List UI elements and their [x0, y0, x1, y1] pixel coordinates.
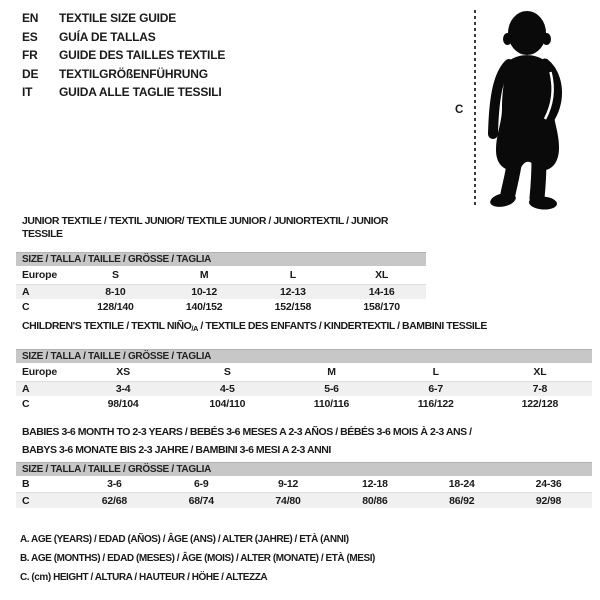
value-cell: 104/110 [209, 398, 246, 410]
height-label: C [455, 104, 464, 116]
language-row-de: DE TEXTILGRÖßENFÜHRUNG [22, 65, 225, 84]
value-cell: 86/92 [449, 494, 475, 507]
size-header-bar: SIZE / TALLA / TAILLE / GRÖSSE / TAGLIA [16, 252, 426, 266]
value-cell: 6-7 [428, 383, 443, 395]
junior-textile-section: JUNIOR TEXTILE / TEXTIL JUNIOR/ TEXTILE … [16, 215, 426, 315]
height-measure-line [474, 10, 476, 208]
title-text: CHILDREN'S TEXTILE / TEXTIL NIÑO [22, 320, 192, 332]
size-cell: S [111, 269, 119, 281]
size-header-bar: SIZE / TALLA / TAILLE / GRÖSSE / TAGLIA [16, 462, 592, 476]
size-header-bar: SIZE / TALLA / TAILLE / GRÖSSE / TAGLIA [16, 349, 592, 363]
guide-title-en: TEXTILE SIZE GUIDE [59, 11, 177, 25]
size-cell: XL [375, 269, 389, 281]
age-years-row: A 3-4 4-5 5-6 6-7 7-8 [16, 381, 592, 396]
value-cell: 10-12 [191, 286, 218, 298]
babies-textile-section: BABIES 3-6 MONTH TO 2-3 YEARS / BEBÉS 3-… [16, 423, 592, 508]
language-code: FR [22, 48, 38, 62]
height-cm-row: C 62/68 68/74 74/80 80/86 86/92 92/98 [16, 492, 592, 508]
guide-title-fr: GUIDE DES TAILLES TEXTILE [59, 48, 226, 62]
legend-age-years: A. AGE (YEARS) / EDAD (AÑOS) / ÂGE (ANS)… [20, 534, 349, 545]
language-row-en: EN TEXTILE SIZE GUIDE [22, 9, 225, 28]
europe-sizes-row: Europe XS S M L XL [16, 363, 592, 381]
language-code: EN [22, 11, 39, 25]
title-line-1: BABIES 3-6 MONTH TO 2-3 YEARS / BEBÉS 3-… [22, 426, 472, 438]
babies-table-title: BABIES 3-6 MONTH TO 2-3 YEARS / BEBÉS 3-… [16, 423, 592, 459]
legend-height-cm: C. (cm) HEIGHT / ALTURA / HAUTEUR / HÖHE… [20, 572, 268, 583]
measurement-legend: A. AGE (YEARS) / EDAD (AÑOS) / ÂGE (ANS)… [20, 530, 375, 587]
language-code: IT [22, 85, 33, 99]
value-cell: 116/122 [417, 398, 454, 410]
guide-title-es: GUÍA DE TALLAS [59, 29, 156, 44]
height-cm-row: C 98/104 104/110 110/116 116/122 122/128 [16, 396, 592, 412]
row-label: C [22, 301, 30, 313]
title-line-2: BABYS 3-6 MONATE BIS 2-3 JAHRE / BAMBINI… [22, 444, 331, 456]
size-cell: M [199, 269, 209, 281]
value-cell: 62/68 [101, 494, 128, 507]
value-cell: 68/74 [188, 494, 214, 507]
value-cell: 5-6 [324, 383, 339, 395]
value-cell: 12-13 [279, 286, 306, 298]
row-label: Europe [22, 269, 57, 281]
childrens-size-table: SIZE / TALLA / TAILLE / GRÖSSE / TAGLIA … [16, 349, 592, 412]
height-cm-row: C 128/140 140/152 152/158 158/170 [16, 299, 426, 315]
size-cell: XL [533, 366, 547, 378]
value-cell: 122/128 [521, 398, 559, 410]
childrens-table-title: CHILDREN'S TEXTILE / TEXTIL NIÑO/A / TEX… [16, 320, 592, 335]
value-cell: 3-6 [107, 478, 122, 490]
size-cell: L [432, 366, 439, 378]
value-cell: 128/140 [97, 301, 134, 313]
language-row-it: IT GUIDA ALLE TAGLIE TESSILI [22, 83, 225, 102]
row-label: B [22, 478, 30, 490]
language-row-fr: FR GUIDE DES TAILLES TEXTILE [22, 46, 225, 65]
row-label: C [22, 494, 30, 507]
junior-size-table: SIZE / TALLA / TAILLE / GRÖSSE / TAGLIA … [16, 252, 426, 315]
value-cell: 3-4 [115, 383, 131, 395]
language-row-es: ES GUÍA DE TALLAS [22, 28, 225, 47]
value-cell: 12-18 [361, 478, 388, 490]
row-label: A [22, 286, 30, 298]
size-cell: M [327, 366, 336, 378]
value-cell: 8-10 [105, 286, 126, 298]
value-cell: 98/104 [107, 398, 139, 410]
legend-age-months: B. AGE (MONTHS) / EDAD (MESES) / ÂGE (MO… [20, 553, 375, 564]
value-cell: 152/158 [274, 301, 312, 313]
language-code: DE [22, 66, 39, 81]
size-cell: S [223, 366, 231, 378]
age-months-row: B 3-6 6-9 9-12 12-18 18-24 24-36 [16, 476, 592, 492]
babies-size-table: SIZE / TALLA / TAILLE / GRÖSSE / TAGLIA … [16, 462, 592, 508]
value-cell: 14-16 [368, 286, 395, 298]
value-cell: 74/80 [275, 494, 301, 507]
value-cell: 24-36 [535, 478, 562, 490]
value-cell: 140/152 [185, 301, 223, 313]
value-cell: 6-9 [193, 478, 209, 490]
size-cell: L [289, 269, 296, 281]
age-years-row: A 8-10 10-12 12-13 14-16 [16, 284, 426, 299]
value-cell: 9-12 [277, 478, 299, 490]
row-label: C [22, 398, 30, 410]
value-cell: 110/116 [313, 398, 350, 410]
title-subscript: /A [191, 324, 198, 333]
size-cell: XS [116, 366, 130, 378]
value-cell: 92/98 [535, 494, 562, 507]
baby-silhouette-icon [488, 11, 562, 210]
value-cell: 7-8 [532, 383, 548, 395]
europe-sizes-row: Europe S M L XL [16, 266, 426, 284]
row-label: Europe [22, 366, 57, 378]
row-label: A [22, 383, 30, 395]
title-text: / TEXTILE DES ENFANTS / KINDERTEXTIL / B… [197, 320, 487, 332]
value-cell: 18-24 [448, 478, 475, 490]
value-cell: 80/86 [362, 494, 388, 507]
language-header: EN TEXTILE SIZE GUIDE ES GUÍA DE TALLAS … [22, 9, 225, 102]
guide-title-de: TEXTILGRÖßENFÜHRUNG [59, 66, 208, 81]
value-cell: 158/170 [363, 301, 400, 313]
guide-title-it: GUIDA ALLE TAGLIE TESSILI [59, 85, 222, 99]
childrens-textile-section: CHILDREN'S TEXTILE / TEXTIL NIÑO/A / TEX… [16, 320, 592, 412]
language-code: ES [22, 29, 38, 44]
junior-table-title: JUNIOR TEXTILE / TEXTIL JUNIOR/ TEXTILE … [22, 215, 388, 240]
value-cell: 4-5 [220, 383, 235, 395]
